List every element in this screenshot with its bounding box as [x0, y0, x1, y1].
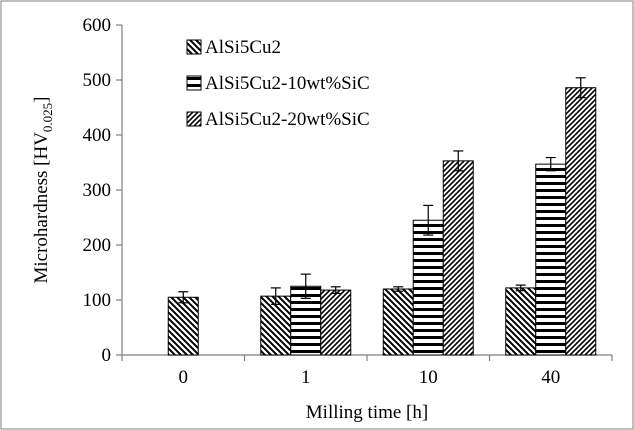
x-tick-label: 10 — [419, 367, 438, 388]
bar-AlSi5Cu2-40 — [505, 287, 537, 356]
y-tick-label: 600 — [83, 15, 112, 36]
bar-AlSi5Cu2-0 — [167, 296, 199, 356]
bar-AlSi5Cu2-20wt%SiC-1 — [320, 289, 352, 356]
bar-AlSi5Cu2-10wt%SiC-40 — [535, 163, 567, 356]
legend-item-1: AlSi5Cu2-10wt%SiC — [186, 73, 370, 94]
y-tick-label: 100 — [83, 290, 112, 311]
y-axis-ticks: 0 100 200 300 400 500 600 — [83, 15, 122, 366]
legend: AlSi5Cu2 AlSi5Cu2-10wt%SiC AlSi5Cu2-20wt… — [186, 37, 370, 130]
y-tick-label: 200 — [83, 235, 112, 256]
y-tick-label: 400 — [83, 125, 112, 146]
legend-item-0: AlSi5Cu2 — [186, 37, 281, 58]
legend-label-2: AlSi5Cu2-20wt%SiC — [205, 109, 370, 130]
x-tick-label: 0 — [179, 367, 189, 388]
legend-swatch-2 — [186, 111, 202, 127]
x-tick-label: 1 — [301, 367, 311, 388]
x-axis-title: Milling time [h] — [306, 402, 428, 423]
legend-label-1: AlSi5Cu2-10wt%SiC — [205, 73, 370, 94]
y-tick-label: 300 — [83, 180, 112, 201]
legend-swatch-1 — [186, 75, 202, 91]
x-axis-ticks: 0 1 10 40 — [121, 355, 613, 388]
error-bars-group — [178, 77, 586, 305]
bar-AlSi5Cu2-10 — [382, 288, 414, 356]
x-tick-label: 40 — [541, 367, 560, 388]
legend-item-2: AlSi5Cu2-20wt%SiC — [186, 109, 370, 130]
y-axis-title-main: Microhardness [HV — [31, 132, 52, 284]
bar-AlSi5Cu2-20wt%SiC-40 — [565, 87, 597, 356]
y-axis-title: Microhardness [HV0.025] — [31, 96, 55, 283]
y-axis-title-close: ] — [31, 96, 52, 102]
bar-AlSi5Cu2-10wt%SiC-10 — [412, 219, 444, 356]
y-axis-title-subscript: 0.025 — [40, 103, 55, 132]
y-tick-label: 500 — [83, 70, 112, 91]
legend-label-0: AlSi5Cu2 — [205, 37, 281, 58]
bar-AlSi5Cu2-20wt%SiC-10 — [442, 160, 474, 356]
legend-swatch-0 — [186, 39, 202, 55]
bars-group — [167, 87, 597, 356]
y-tick-label: 0 — [102, 345, 112, 366]
